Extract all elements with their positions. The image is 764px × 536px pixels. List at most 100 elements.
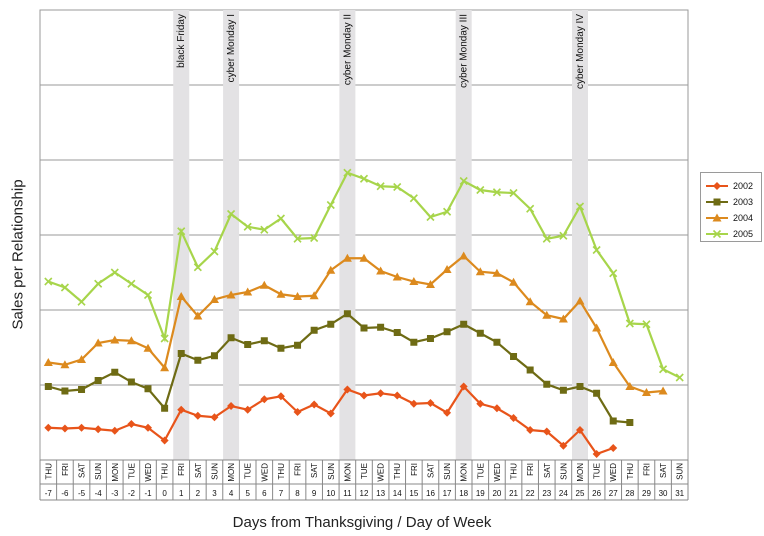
day-tick-label: 30 (659, 489, 668, 498)
data-point (210, 413, 219, 422)
data-point (127, 378, 135, 386)
weekday-tick-label: FRI (526, 463, 535, 476)
weekday-tick-label: MON (111, 463, 120, 482)
data-point (126, 336, 136, 345)
x-axis: THU -7 FRI -6 SAT -5 SUN -4 MON -3 TUE -2 WED -1 THU 0 F… (39, 459, 689, 501)
weekday-tick-label: TUE (593, 463, 602, 479)
weekday-tick-label: SAT (659, 463, 668, 478)
series-2004 (43, 251, 668, 396)
data-point (459, 382, 468, 391)
weekday-tick-label: SAT (310, 463, 319, 478)
data-point (243, 287, 253, 296)
day-tick-label: 15 (409, 489, 418, 498)
data-point (393, 391, 402, 400)
highlight-bands: black Friday cyber Monday I cyber Monday I… (173, 10, 588, 460)
data-point (243, 222, 252, 231)
data-point (359, 174, 369, 183)
data-point (475, 267, 485, 276)
series-line (48, 384, 614, 456)
day-tick-label: 14 (393, 489, 402, 498)
data-point (78, 386, 86, 393)
data-point (193, 263, 202, 272)
data-point (526, 204, 535, 213)
data-point (392, 272, 402, 281)
data-point (625, 319, 634, 328)
data-point (94, 377, 102, 384)
day-tick-label: 25 (576, 489, 585, 498)
data-point (492, 268, 502, 277)
legend-item: 2005 (705, 226, 761, 242)
data-point (713, 198, 721, 206)
day-tick-label: 1 (179, 489, 184, 498)
data-point (293, 292, 303, 300)
weekday-tick-label: WED (144, 463, 153, 482)
day-tick-label: -4 (95, 489, 103, 498)
series-line (48, 312, 630, 424)
weekday-tick-label: THU (510, 463, 519, 480)
data-point (659, 365, 668, 374)
data-point (326, 200, 335, 210)
legend-swatch (706, 229, 728, 239)
day-tick-label: 3 (212, 489, 217, 498)
data-point (343, 385, 352, 394)
data-point (127, 420, 136, 428)
data-point (260, 337, 268, 345)
data-point (160, 363, 170, 372)
day-tick-label: -5 (78, 489, 86, 498)
data-point (525, 297, 535, 306)
data-point (260, 395, 269, 404)
data-point (259, 280, 269, 289)
data-point (360, 391, 368, 400)
data-point (575, 202, 585, 211)
data-point (177, 350, 185, 357)
data-point (260, 225, 269, 234)
data-point (161, 404, 169, 412)
weekday-tick-label: FRI (177, 463, 186, 476)
data-point (712, 229, 722, 239)
data-point (376, 389, 385, 398)
weekday-tick-label: SUN (94, 463, 103, 480)
data-point (276, 392, 285, 401)
weekday-tick-label: FRI (61, 463, 70, 476)
data-point (343, 310, 351, 318)
day-tick-label: -6 (61, 489, 69, 498)
x-axis-label: Days from Thanksgiving / Day of Week (232, 514, 492, 531)
series-line (48, 254, 664, 394)
data-point (626, 419, 634, 426)
legend-label: 2002 (733, 181, 754, 191)
data-point (592, 450, 601, 458)
data-point (43, 358, 53, 366)
day-tick-label: 16 (426, 489, 435, 498)
data-point (193, 411, 202, 420)
data-point (377, 323, 385, 331)
day-tick-label: 20 (492, 489, 501, 498)
highlight-band (455, 10, 472, 460)
data-point (459, 251, 469, 260)
data-point (558, 314, 568, 323)
weekday-tick-label: FRI (642, 463, 651, 476)
data-point (526, 366, 534, 374)
data-point (409, 399, 418, 408)
data-point (459, 176, 468, 186)
data-point (425, 280, 435, 288)
weekday-tick-label: TUE (476, 463, 485, 479)
day-tick-label: 6 (262, 489, 267, 498)
data-point (44, 383, 52, 390)
highlight-band (339, 10, 356, 460)
legend: 2002 2003 2004 2005 (700, 172, 762, 242)
data-point (77, 297, 86, 306)
data-point (576, 426, 584, 434)
day-tick-label: -7 (45, 489, 53, 498)
data-point (293, 408, 302, 416)
data-point (493, 338, 501, 346)
legend-label: 2003 (733, 197, 754, 207)
weekday-tick-label: SAT (426, 463, 435, 478)
data-point (542, 427, 551, 436)
day-tick-label: 26 (592, 489, 601, 498)
highlight-label: cyber Monday III (459, 14, 470, 88)
data-point (310, 326, 318, 334)
day-tick-label: 10 (326, 489, 335, 498)
day-tick-label: 11 (343, 489, 352, 498)
day-tick-label: 18 (459, 489, 468, 498)
